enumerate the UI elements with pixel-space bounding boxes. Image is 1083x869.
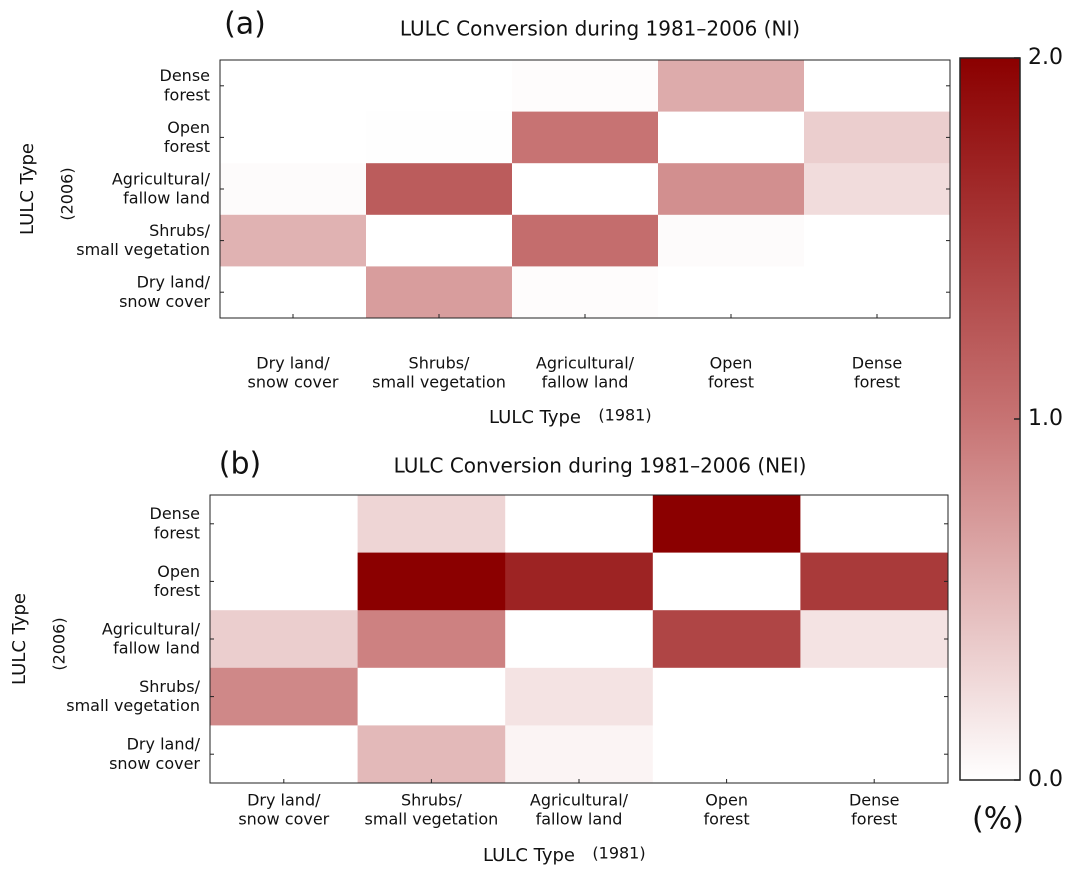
heatmap-cell xyxy=(800,725,949,784)
x-tick-label: Dense forest xyxy=(852,353,902,391)
heatmap-cell xyxy=(804,163,951,216)
heatmap-cell xyxy=(210,552,359,611)
colorbar xyxy=(959,57,1021,781)
heatmap-cell xyxy=(366,266,513,319)
heatmap-cell xyxy=(804,60,951,113)
heatmap-cell xyxy=(210,725,359,784)
x-tick-label: Agricultural/fallow land xyxy=(530,790,629,828)
y-tick-label: Shrubs/small vegetation xyxy=(76,221,210,259)
heatmap-cell xyxy=(658,60,805,113)
heatmap-cell xyxy=(658,111,805,164)
x-tick-label: Dense forest xyxy=(849,790,899,828)
heatmap-cell xyxy=(357,552,506,611)
x-tick-label: Shrubs/small vegetation xyxy=(365,790,499,828)
x-tick-label: Agricultural/fallow land xyxy=(536,353,635,391)
y-axis-label: LULC Type xyxy=(17,143,38,235)
y-tick-label: Dense forest xyxy=(160,66,210,104)
heatmap-cell xyxy=(804,214,951,267)
y-axis-label-year: (2006) xyxy=(58,167,77,220)
heatmap-cell xyxy=(652,610,801,669)
y-tick-label: Dry land/snow cover xyxy=(109,734,201,772)
x-tick-label: Dry land/snow cover xyxy=(238,790,329,828)
panel-label: (a) xyxy=(224,7,266,42)
heatmap-cell xyxy=(505,725,654,784)
heatmap-cell xyxy=(652,552,801,611)
colorbar-tick-label: 1.0 xyxy=(1028,406,1063,431)
heatmap-cell xyxy=(220,163,367,216)
heatmap-cell xyxy=(210,610,359,669)
y-tick-label: Open forest xyxy=(164,117,210,155)
heatmap-cell xyxy=(505,552,654,611)
colorbar-tick-label: 0.0 xyxy=(1028,767,1063,792)
chart-title: LULC Conversion during 1981–2006 (NI) xyxy=(400,17,800,41)
heatmap-cell xyxy=(210,495,359,554)
x-axis-label: LULC Type xyxy=(489,407,581,428)
y-axis-label: LULC Type xyxy=(9,593,30,685)
heatmap-cell xyxy=(658,266,805,319)
x-tick-label: Open forest xyxy=(704,790,750,828)
heatmap-cell xyxy=(658,163,805,216)
panel-label: (b) xyxy=(219,447,261,482)
heatmap-cell xyxy=(220,214,367,267)
heatmap-cell xyxy=(652,495,801,554)
heatmap-cell xyxy=(512,163,659,216)
heatmap-cell xyxy=(210,667,359,726)
heatmap-cell xyxy=(366,163,513,216)
heatmap-cell xyxy=(800,495,949,554)
heatmap-cell xyxy=(800,552,949,611)
heatmap-cell xyxy=(366,111,513,164)
heatmap-cell xyxy=(366,60,513,113)
y-tick-label: Agricultural/fallow land xyxy=(112,169,211,207)
x-tick-label: Open forest xyxy=(708,353,754,391)
x-axis-label: LULC Type xyxy=(483,845,575,866)
heatmap-cell xyxy=(658,214,805,267)
heatmap-cell xyxy=(220,266,367,319)
heatmap-cell xyxy=(652,725,801,784)
heatmap-cell xyxy=(357,495,506,554)
heatmap-cell xyxy=(220,111,367,164)
y-tick-label: Dry land/snow cover xyxy=(119,272,211,310)
heatmap-cell xyxy=(512,214,659,267)
heatmap-cell xyxy=(804,111,951,164)
heatmap-cell xyxy=(357,610,506,669)
heatmap-cell xyxy=(512,60,659,113)
heatmap-cell xyxy=(366,214,513,267)
y-tick-label: Open forest xyxy=(154,561,200,599)
chart-title: LULC Conversion during 1981–2006 (NEI) xyxy=(394,454,807,478)
y-tick-label: Agricultural/fallow land xyxy=(102,619,201,657)
heatmap-cell xyxy=(800,667,949,726)
x-axis-label-year: (1981) xyxy=(592,844,645,863)
heatmap-cell xyxy=(505,495,654,554)
colorbar-unit: (%) xyxy=(972,802,1024,837)
heatmap-cell xyxy=(512,266,659,319)
heatmap-cell xyxy=(357,667,506,726)
x-tick-label: Shrubs/small vegetation xyxy=(372,353,506,391)
heatmap-cell xyxy=(652,667,801,726)
colorbar-tick-label: 2.0 xyxy=(1028,45,1063,70)
y-tick-label: Dense forest xyxy=(150,504,200,542)
heatmap-cell xyxy=(804,266,951,319)
heatmap-cell xyxy=(357,725,506,784)
heatmap-cell xyxy=(512,111,659,164)
x-axis-label-year: (1981) xyxy=(598,406,651,425)
heatmap-cell xyxy=(505,610,654,669)
y-tick-label: Shrubs/small vegetation xyxy=(66,677,200,715)
heatmap-cell xyxy=(220,60,367,113)
x-tick-label: Dry land/snow cover xyxy=(248,353,339,391)
heatmap-cell xyxy=(800,610,949,669)
y-axis-label-year: (2006) xyxy=(50,617,69,670)
heatmap-cell xyxy=(505,667,654,726)
